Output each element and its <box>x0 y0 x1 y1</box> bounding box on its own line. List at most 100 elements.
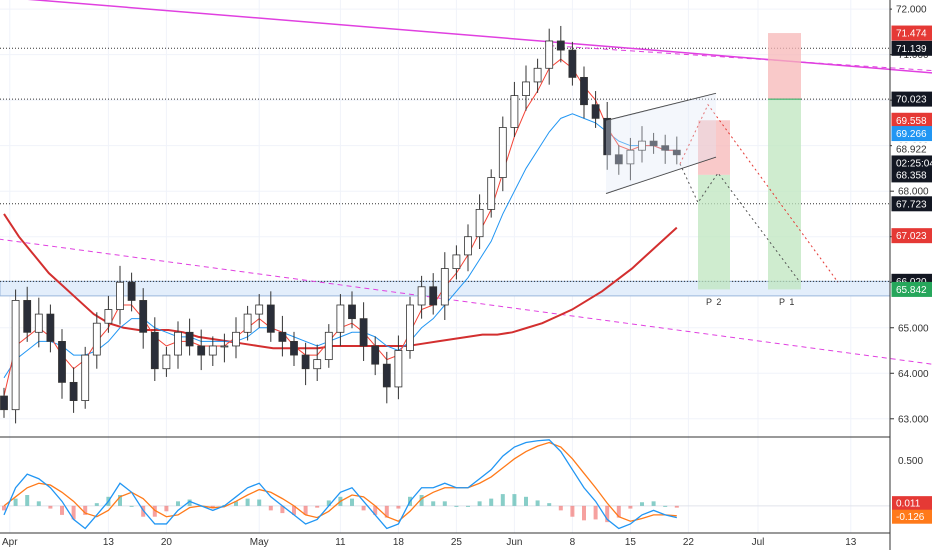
target-zone-box <box>698 174 730 290</box>
candle-body <box>150 331 159 370</box>
price-tag-label: 65.842 <box>896 285 927 296</box>
candle-body <box>208 345 217 356</box>
histogram-bar <box>477 501 482 506</box>
candle-body <box>545 40 554 69</box>
price-tag-label: 71.474 <box>896 29 927 40</box>
histogram-bar <box>442 501 447 506</box>
histogram-bar <box>257 499 262 506</box>
candle-body <box>290 341 298 356</box>
histogram-bar <box>118 495 122 506</box>
candle-body <box>69 381 78 401</box>
price-tag-label: 70.023 <box>896 95 927 106</box>
price-axis[interactable]: 72.00071.00070.00069.00068.00067.00066.0… <box>890 2 932 425</box>
histogram-bar <box>384 505 389 518</box>
projection-label: P 2 <box>706 297 722 307</box>
candle-body <box>382 363 391 388</box>
x-tick-label: 13 <box>845 537 857 548</box>
x-tick-label: 11 <box>335 537 346 548</box>
histogram-bar <box>396 505 401 509</box>
histogram-bar <box>640 502 644 506</box>
candle-body <box>626 149 635 165</box>
histogram-bar <box>25 495 30 506</box>
candle-body <box>313 359 322 370</box>
candle-body <box>139 300 148 333</box>
histogram-bar <box>280 505 285 514</box>
price-tag: 70.023 <box>891 91 932 107</box>
candle-body <box>417 286 426 306</box>
candle-body <box>649 140 658 147</box>
projection-boxes <box>679 33 839 290</box>
stop-zone-box <box>768 33 801 100</box>
price-tag: 69.266 <box>891 126 932 142</box>
price-tag-bg <box>891 196 932 212</box>
channel-lower-line <box>605 156 717 194</box>
candle-body <box>255 304 264 315</box>
candle-body <box>452 254 461 269</box>
candle-body <box>127 281 136 301</box>
price-tag-label: 72.000 <box>896 5 927 16</box>
channel-fill <box>606 93 716 194</box>
histogram-bar <box>303 505 308 515</box>
histogram-bar <box>674 505 679 508</box>
histogram-bar <box>547 503 552 506</box>
price-tag-bg <box>891 126 932 142</box>
price-tag: 72.000 <box>892 2 932 17</box>
histogram-bar <box>419 495 424 506</box>
projection-labels: P 2 P 1 <box>706 297 795 307</box>
histogram-bar <box>535 500 540 506</box>
price-tag-label: 69.558 <box>896 116 927 127</box>
histogram-bar <box>605 505 610 523</box>
price-tag: 71.139 <box>891 40 932 56</box>
channel-upper-line <box>605 92 717 122</box>
y-tick-label: 63.000 <box>898 414 929 425</box>
histogram-bar <box>373 505 378 515</box>
candle-body <box>533 67 542 83</box>
histogram-bar <box>152 505 157 517</box>
oscillator-axis[interactable]: 0.500 0.011 -0.126 <box>892 456 932 524</box>
price-tag-label: 67.723 <box>896 199 927 210</box>
channel-lines <box>605 92 717 194</box>
osc-tag-label: 0.011 <box>896 499 921 510</box>
candle-body <box>510 95 519 128</box>
candle-body <box>197 345 206 356</box>
histogram-bar <box>454 505 459 507</box>
price-tag: 68.358 <box>891 167 932 183</box>
signal-line <box>3 441 677 522</box>
x-tick-label: 18 <box>393 537 405 548</box>
candle-body <box>614 154 623 165</box>
projection-label: P 1 <box>779 297 795 307</box>
price-tag-bg <box>891 167 932 183</box>
candle-body <box>301 354 310 370</box>
lower-dashed-trendline <box>0 238 932 365</box>
histogram-bar <box>315 505 320 508</box>
candle-body <box>406 304 414 351</box>
candle-body <box>556 40 565 51</box>
histogram-bar <box>36 501 41 506</box>
stop-zone-box <box>698 120 730 175</box>
candle-body <box>498 127 507 178</box>
osc-tag-bg <box>892 509 932 524</box>
histogram-bar <box>524 496 528 506</box>
histogram-bar <box>350 498 354 506</box>
histogram-bar <box>616 505 621 518</box>
main-grid <box>0 0 890 533</box>
time-axis[interactable]: Apr 13 20 May 11 18 25 Jun 8 15 22 Jul 13 <box>2 537 857 548</box>
candles <box>0 25 681 424</box>
price-tag-label: 68.358 <box>896 170 927 181</box>
histogram-bar <box>71 505 76 520</box>
histogram-bar <box>94 503 99 506</box>
price-tag: 67.023 <box>891 228 932 244</box>
osc-tag-label: -0.126 <box>896 512 925 523</box>
histogram-bar <box>245 498 250 506</box>
price-tag: 71.474 <box>891 25 932 41</box>
histogram-bar <box>268 505 273 511</box>
price-tag-bg <box>891 91 932 107</box>
candle-body <box>116 281 124 310</box>
candle-body <box>243 313 252 333</box>
histogram-bar <box>361 505 366 511</box>
price-tag: 68.922 <box>892 142 932 157</box>
candle-body <box>92 322 101 356</box>
oscillator-pane <box>0 439 890 530</box>
candle-body <box>429 286 438 306</box>
